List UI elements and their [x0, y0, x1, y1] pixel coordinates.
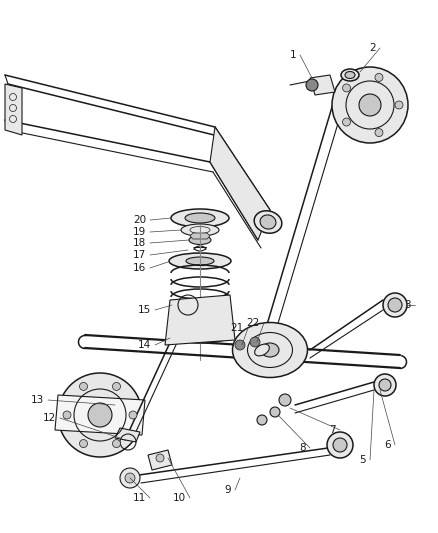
Text: 7: 7 — [328, 425, 335, 435]
Polygon shape — [190, 233, 209, 239]
Text: 22: 22 — [246, 318, 259, 328]
Text: 1: 1 — [289, 50, 295, 60]
Polygon shape — [165, 295, 234, 345]
Circle shape — [358, 94, 380, 116]
Text: 9: 9 — [224, 485, 230, 495]
Text: 6: 6 — [384, 440, 390, 450]
Circle shape — [120, 468, 140, 488]
Circle shape — [63, 411, 71, 419]
Circle shape — [279, 394, 290, 406]
Ellipse shape — [169, 327, 230, 343]
Circle shape — [79, 382, 87, 390]
Text: 5: 5 — [359, 455, 365, 465]
Circle shape — [332, 438, 346, 452]
Ellipse shape — [254, 211, 281, 233]
Text: 10: 10 — [173, 493, 186, 503]
Circle shape — [269, 407, 279, 417]
Circle shape — [249, 337, 259, 347]
Polygon shape — [55, 395, 145, 435]
Text: 17: 17 — [132, 250, 146, 260]
Circle shape — [394, 101, 402, 109]
Circle shape — [112, 382, 120, 390]
Polygon shape — [115, 428, 140, 442]
Text: 12: 12 — [42, 413, 56, 423]
Circle shape — [88, 403, 112, 427]
Ellipse shape — [186, 331, 213, 339]
Text: 13: 13 — [31, 395, 44, 405]
Text: 20: 20 — [133, 215, 146, 225]
Circle shape — [112, 440, 120, 448]
Circle shape — [305, 79, 317, 91]
Text: 18: 18 — [132, 238, 146, 248]
Text: 14: 14 — [138, 340, 151, 350]
Text: 3: 3 — [403, 300, 410, 310]
Ellipse shape — [232, 322, 307, 377]
Text: 8: 8 — [299, 443, 305, 453]
Circle shape — [342, 84, 350, 92]
Text: 16: 16 — [132, 263, 146, 273]
Ellipse shape — [340, 69, 358, 81]
Circle shape — [342, 118, 350, 126]
Circle shape — [382, 293, 406, 317]
Circle shape — [79, 440, 87, 448]
Circle shape — [256, 415, 266, 425]
Circle shape — [58, 373, 141, 457]
Ellipse shape — [259, 215, 276, 229]
Circle shape — [331, 67, 407, 143]
Circle shape — [234, 340, 244, 350]
Ellipse shape — [180, 224, 219, 236]
Circle shape — [155, 454, 164, 462]
Ellipse shape — [344, 71, 354, 78]
Circle shape — [373, 374, 395, 396]
Ellipse shape — [184, 213, 215, 223]
Ellipse shape — [254, 344, 269, 356]
Ellipse shape — [261, 343, 279, 357]
Polygon shape — [148, 450, 172, 470]
Circle shape — [378, 379, 390, 391]
Circle shape — [129, 411, 137, 419]
Circle shape — [374, 128, 382, 136]
Circle shape — [125, 473, 135, 483]
Ellipse shape — [186, 257, 213, 265]
Circle shape — [326, 432, 352, 458]
Text: 2: 2 — [368, 43, 375, 53]
Ellipse shape — [169, 253, 230, 269]
Circle shape — [374, 74, 382, 82]
Ellipse shape — [189, 236, 211, 245]
Polygon shape — [309, 75, 334, 95]
Circle shape — [387, 298, 401, 312]
Text: 19: 19 — [132, 227, 146, 237]
Text: 11: 11 — [132, 493, 146, 503]
Text: 21: 21 — [230, 323, 244, 333]
Polygon shape — [5, 84, 22, 135]
Text: 15: 15 — [138, 305, 151, 315]
Polygon shape — [209, 127, 269, 240]
Ellipse shape — [171, 209, 229, 227]
